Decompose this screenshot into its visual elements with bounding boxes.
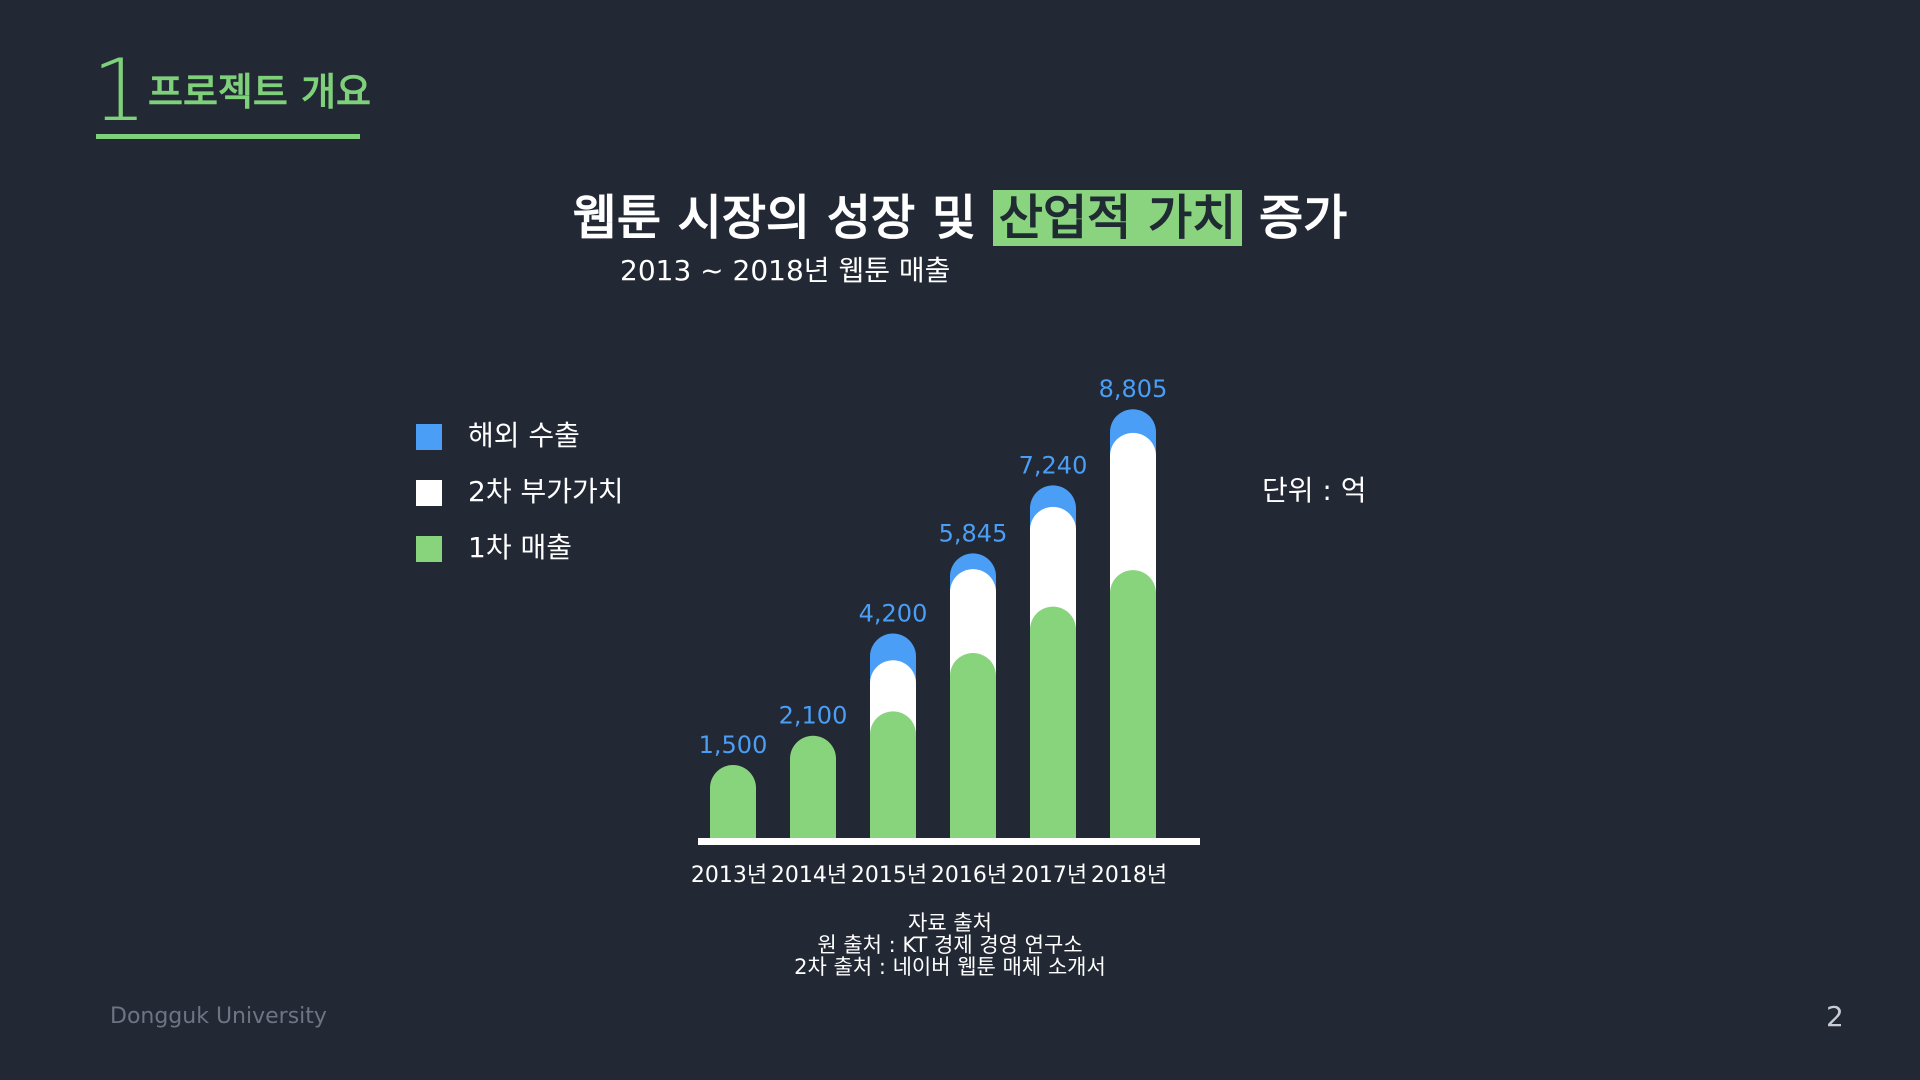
total-value-label: 8,805 [1099, 375, 1168, 403]
legend-label: 2차 부가가치 [468, 475, 624, 508]
section-number: 1 [92, 41, 147, 141]
bar-segment-first-sales [950, 652, 996, 838]
total-value-label: 1,500 [699, 731, 768, 759]
organization-footer: Dongguk University [110, 1004, 327, 1029]
headline-highlight: 산업적 가치 [992, 190, 1243, 246]
x-tick-label: 2015년 [851, 863, 927, 888]
headline-after: 증가 [1242, 190, 1348, 246]
total-value-label: 2,100 [779, 702, 848, 730]
total-value-label: 7,240 [1019, 451, 1088, 479]
x-tick-label: 2016년 [931, 863, 1007, 888]
unit-label: 단위 : 억 [1262, 474, 1367, 507]
bar-segment-first-sales [1110, 570, 1156, 838]
source-note: 자료 출처 원 출처 : KT 경제 경영 연구소 2차 출처 : 네이버 웹툰… [0, 912, 1900, 978]
label-group: 1,500 2013년 2,100 2014년 4,200 2015년 5,845 2016년… [691, 375, 1167, 888]
bar-segment-first-sales [870, 711, 916, 838]
section-title: 프로젝트 개요 [148, 70, 371, 114]
source-heading: 자료 출처 [908, 911, 992, 935]
page-number: 2 [1826, 1000, 1844, 1033]
chart-subtitle: 2013 ~ 2018년 웹툰 매출 [620, 254, 951, 287]
x-axis-baseline [698, 838, 1200, 845]
legend-swatch-overseas-export [416, 424, 442, 450]
bar-segment-first-sales [1030, 606, 1076, 838]
total-value-label: 4,200 [859, 599, 928, 627]
legend-label: 해외 수출 [468, 419, 580, 452]
legend-swatch-secondary-value [416, 480, 442, 506]
x-tick-label: 2013년 [691, 863, 767, 888]
legend-swatch-first-sales [416, 536, 442, 562]
source-line-1: 원 출처 : KT 경제 경영 연구소 [817, 933, 1083, 957]
headline-before: 웹툰 시장의 성장 및 [572, 190, 993, 246]
total-value-label: 5,845 [939, 519, 1008, 547]
x-tick-label: 2018년 [1091, 863, 1167, 888]
x-tick-label: 2017년 [1011, 863, 1087, 888]
bar-group [710, 409, 1156, 838]
source-line-2: 2차 출처 : 네이버 웹툰 매체 소개서 [794, 955, 1106, 979]
x-tick-label: 2014년 [771, 863, 847, 888]
headline: 웹툰 시장의 성장 및 산업적 가치 증가 [0, 186, 1920, 250]
section-underline [96, 134, 360, 139]
bar-segment-first-sales [790, 735, 836, 838]
bar-segment-first-sales [710, 764, 756, 838]
legend-label: 1차 매출 [468, 531, 572, 564]
